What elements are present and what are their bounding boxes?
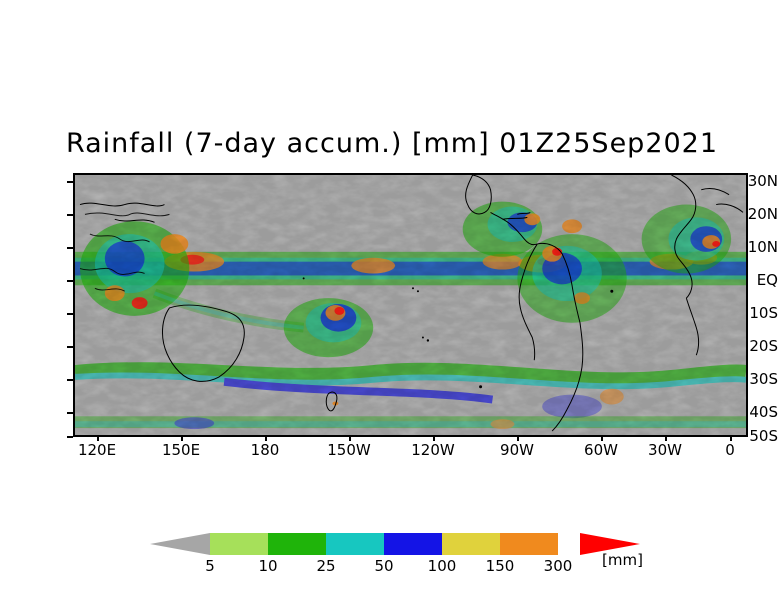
legend-swatch-5-10 xyxy=(210,533,268,555)
xtick-label-7: 30W xyxy=(648,441,682,459)
xtick-label-0: 120E xyxy=(78,441,116,459)
ytick-label-8: 50S xyxy=(749,427,778,445)
ytick-mark-2 xyxy=(67,247,73,249)
legend-arrow-below-5 xyxy=(150,533,210,555)
ytick-mark-6 xyxy=(67,379,73,381)
rainfall-raster-svg xyxy=(75,175,746,435)
ytick-mark-3 xyxy=(67,280,73,282)
ytick-mark-8 xyxy=(67,436,73,438)
legend-swatch-100-150 xyxy=(442,533,500,555)
legend-tick-10: 10 xyxy=(258,557,277,575)
ytick-label-3: EQ xyxy=(757,271,778,289)
xtick-label-6: 60W xyxy=(584,441,618,459)
ytick-mark-0 xyxy=(67,181,73,183)
legend-tick-25: 25 xyxy=(316,557,335,575)
ytick-mark-1 xyxy=(67,214,73,216)
ytick-label-5: 20S xyxy=(749,337,778,355)
legend-tick-100: 100 xyxy=(428,557,457,575)
ytick-label-2: 10N xyxy=(748,238,778,256)
ytick-label-6: 30S xyxy=(749,370,778,388)
legend-tick-50: 50 xyxy=(374,557,393,575)
legend-swatch-50-100 xyxy=(384,533,442,555)
chart-title: Rainfall (7-day accum.) [mm] 01Z25Sep202… xyxy=(0,128,784,159)
legend-swatch-25-50 xyxy=(326,533,384,555)
legend-tick-300: 300 xyxy=(544,557,573,575)
ytick-label-0: 30N xyxy=(748,172,778,190)
rainfall-map-window: Rainfall (7-day accum.) [mm] 01Z25Sep202… xyxy=(0,0,784,612)
legend-unit-label: [mm] xyxy=(602,551,643,569)
ytick-label-1: 20N xyxy=(748,205,778,223)
legend-tick-150: 150 xyxy=(486,557,515,575)
xtick-label-4: 120W xyxy=(411,441,454,459)
xtick-label-2: 180 xyxy=(251,441,280,459)
ytick-mark-7 xyxy=(67,412,73,414)
legend-swatch-10-25 xyxy=(268,533,326,555)
legend-tick-5: 5 xyxy=(205,557,215,575)
ytick-mark-5 xyxy=(67,346,73,348)
legend-swatch-150-300 xyxy=(500,533,558,555)
ytick-mark-4 xyxy=(67,313,73,315)
xtick-label-8: 0 xyxy=(725,441,735,459)
xtick-label-3: 150W xyxy=(327,441,370,459)
xtick-label-5: 90W xyxy=(500,441,534,459)
color-legend[interactable]: 5 10 25 50 100 150 300 [mm] xyxy=(150,521,640,576)
map-plot-area[interactable] xyxy=(73,173,748,437)
xtick-label-1: 150E xyxy=(162,441,200,459)
ytick-label-7: 40S xyxy=(749,403,778,421)
ytick-label-4: 10S xyxy=(749,304,778,322)
